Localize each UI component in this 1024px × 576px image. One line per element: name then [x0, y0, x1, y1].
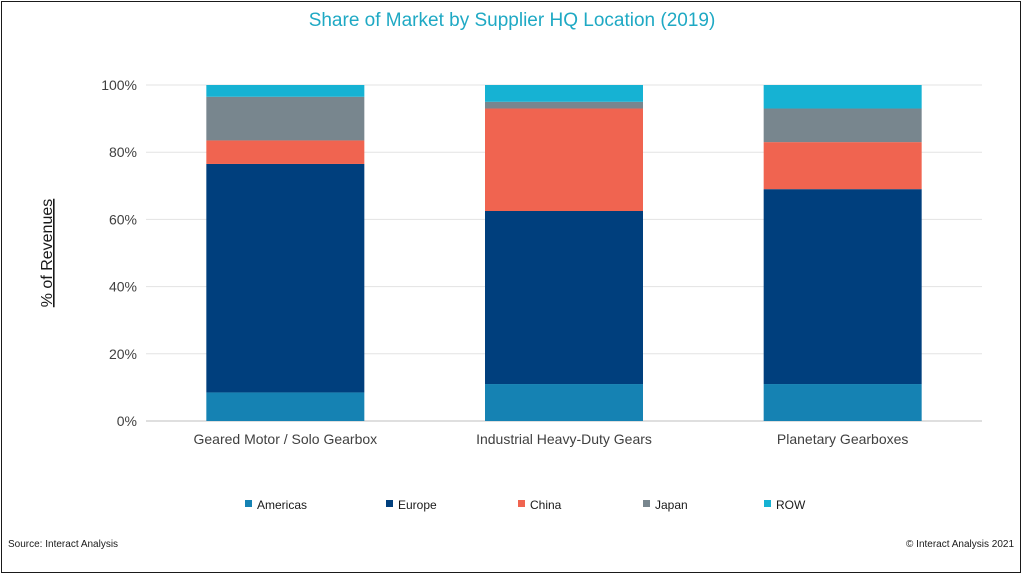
- bar-segment-japan-3: [763, 108, 922, 143]
- legend-label-row: ROW: [776, 498, 806, 512]
- legend-label-japan: Japan: [655, 498, 688, 512]
- bar-segment-china-3: [763, 142, 922, 190]
- bar-segment-americas-3: [763, 384, 922, 421]
- bar-segment-row-3: [763, 85, 922, 109]
- y-tick-label-20: 20%: [109, 346, 137, 362]
- bar-segment-europe-1: [206, 163, 365, 393]
- source-note: Source: Interact Analysis: [8, 539, 119, 550]
- bar-segment-japan-1: [206, 96, 365, 141]
- legend-label-europe: Europe: [398, 498, 437, 512]
- legend-swatch-americas: [245, 500, 252, 507]
- x-tick-label-1: Geared Motor / Solo Gearbox: [194, 431, 378, 447]
- legend-label-americas: Americas: [257, 498, 307, 512]
- x-tick-label-2: Industrial Heavy-Duty Gears: [476, 431, 652, 447]
- bar-segment-china-2: [485, 108, 643, 211]
- legend-label-china: China: [530, 498, 562, 512]
- y-tick-label-100: 100%: [101, 77, 137, 93]
- y-tick-label-80: 80%: [109, 144, 137, 160]
- bar-segment-china-1: [206, 140, 365, 164]
- y-axis-label: % of Revenues: [39, 199, 56, 308]
- bar-segment-europe-3: [763, 189, 922, 385]
- x-tick-label-3: Planetary Gearboxes: [777, 431, 909, 447]
- bar-segment-row-2: [485, 85, 643, 102]
- bar-segment-japan-2: [485, 101, 643, 109]
- copyright-note: © Interact Analysis 2021: [906, 539, 1014, 550]
- y-tick-label-0: 0%: [117, 413, 137, 429]
- bar-segment-europe-2: [485, 211, 643, 385]
- legend-swatch-europe: [386, 500, 393, 507]
- y-tick-label-40: 40%: [109, 279, 137, 295]
- legend-swatch-row: [764, 500, 771, 507]
- legend-swatch-japan: [643, 500, 650, 507]
- legend-swatch-china: [518, 500, 525, 507]
- bar-segment-americas-2: [485, 384, 643, 421]
- y-tick-label-60: 60%: [109, 211, 137, 227]
- bar-segment-americas-1: [206, 392, 365, 421]
- chart-title: Share of Market by Supplier HQ Location …: [308, 10, 716, 31]
- bar-segment-row-1: [206, 85, 365, 97]
